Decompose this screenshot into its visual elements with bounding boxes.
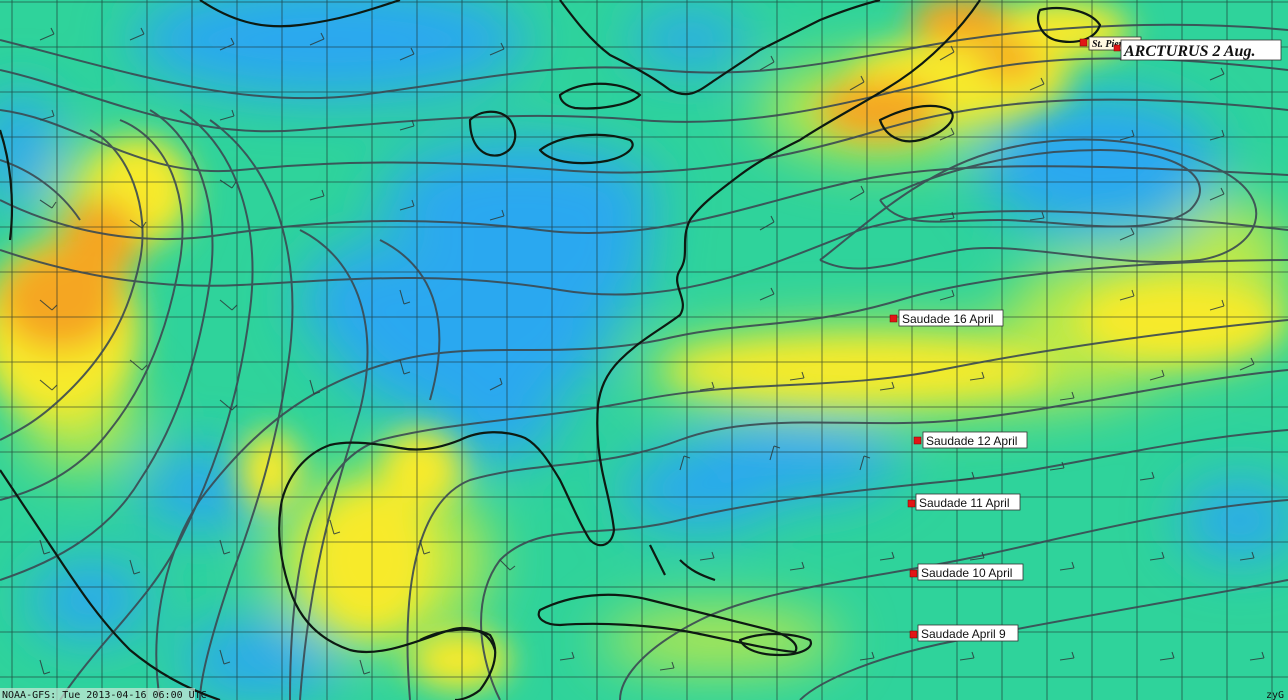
footer-credit: zyG — [1266, 690, 1284, 700]
footer-timestamp: NOAA-GFS: Tue 2013-04-16 06:00 UTC — [2, 690, 207, 700]
marker-saudade-16-label: Saudade 16 April — [902, 312, 993, 326]
footer-bar: NOAA-GFS: Tue 2013-04-16 06:00 UTC zyG — [0, 688, 1284, 700]
west-coast-outline — [0, 129, 14, 241]
marker-saudade-16[interactable]: Saudade 16 April — [889, 309, 1004, 327]
wind-barbs — [39, 27, 1265, 675]
canada-coast-outline — [559, 0, 881, 96]
marker-arcturus[interactable]: ARCTURUS 2 Aug. — [1113, 39, 1282, 61]
coastlines — [0, 0, 1102, 700]
isobars — [0, 23, 1288, 700]
hudson-bay-outline — [199, 0, 401, 28]
east-coast-outline — [596, 0, 981, 406]
marker-saudade-11[interactable]: Saudade 11 April — [907, 493, 1021, 511]
hispaniola-outline — [738, 632, 813, 657]
track-markers: St. Pierre ARCTURUS 2 Aug. Saudade 16 Ap… — [889, 36, 1282, 642]
cuba-outline — [537, 593, 798, 654]
great-lakes-outline — [468, 82, 642, 165]
marker-saudade-9[interactable]: Saudade April 9 — [909, 624, 1019, 642]
marker-saudade-12[interactable]: Saudade 12 April — [913, 431, 1028, 449]
marker-arcturus-label: ARCTURUS 2 Aug. — [1123, 43, 1255, 60]
marker-saudade-10-label: Saudade 10 April — [921, 566, 1012, 580]
marker-saudade-11-label: Saudade 11 April — [919, 496, 1010, 510]
marker-saudade-9-label: Saudade April 9 — [921, 627, 1006, 641]
marker-st-pierre-label: St. Pierre — [1092, 39, 1131, 50]
bahamas-outline — [649, 544, 716, 582]
marker-saudade-10[interactable]: Saudade 10 April — [909, 563, 1024, 581]
florida-outline — [399, 404, 616, 547]
mexico-west-outline — [0, 469, 221, 700]
marker-saudade-12-label: Saudade 12 April — [926, 434, 1017, 448]
yucatan-outline — [419, 628, 497, 700]
nova-scotia-outline — [878, 104, 954, 143]
